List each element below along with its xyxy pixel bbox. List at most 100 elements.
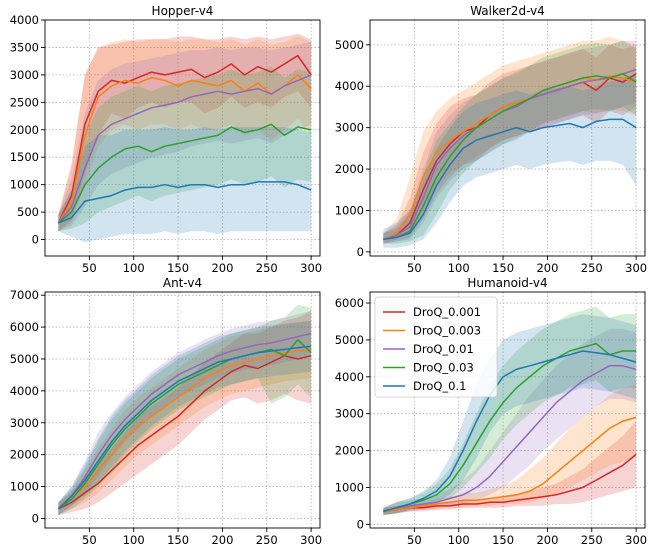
band-DroQ_0.1 <box>58 127 312 243</box>
y-tick-label: 1000 <box>10 178 39 192</box>
x-tick-label: 100 <box>448 261 470 275</box>
x-tick-label: 200 <box>536 261 558 275</box>
line-DroQ_0.1 <box>383 118 637 241</box>
x-tick-label: 200 <box>211 261 233 275</box>
line-DroQ_0.01 <box>57 74 312 224</box>
band-DroQ_0.001 <box>383 44 637 244</box>
line-DroQ_0.003 <box>57 348 312 510</box>
chart-title: Hopper-v4 <box>152 4 214 18</box>
x-tick-label: 100 <box>448 533 470 547</box>
band-DroQ_0.003 <box>383 36 637 244</box>
y-tick-label: 2000 <box>335 162 364 176</box>
chart-title: Ant-v4 <box>163 276 202 290</box>
x-tick-label: 50 <box>82 261 97 275</box>
y-tick-label: 4000 <box>10 384 39 398</box>
y-tick-label: 2000 <box>10 448 39 462</box>
x-tick-label: 50 <box>407 261 422 275</box>
band-DroQ_0.03 <box>383 306 637 516</box>
y-tick-label: 0 <box>32 233 39 247</box>
y-tick-label: 3500 <box>10 40 39 54</box>
x-tick-label: 100 <box>123 533 145 547</box>
x-tick-label: 50 <box>407 533 422 547</box>
x-tick-label: 250 <box>581 261 603 275</box>
legend-label: DroQ_0.1 <box>413 379 466 393</box>
x-tick-label: 150 <box>167 533 189 547</box>
band-DroQ_0.1 <box>58 320 312 516</box>
y-tick-label: 0 <box>357 245 364 259</box>
legend-box <box>374 296 498 398</box>
line-DroQ_0.001 <box>57 355 312 510</box>
line-DroQ_0.01 <box>57 332 312 510</box>
y-tick-label: 1000 <box>335 203 364 217</box>
line-DroQ_0.1 <box>383 350 637 513</box>
y-tick-label: 6000 <box>10 320 39 334</box>
y-tick-label: 2000 <box>10 123 39 137</box>
line-DroQ_0.001 <box>383 453 637 513</box>
y-tick-label: 1500 <box>10 150 39 164</box>
legend-label: DroQ_0.03 <box>413 361 474 375</box>
y-tick-label: 4000 <box>335 79 364 93</box>
y-tick-label: 5000 <box>335 333 364 347</box>
band-DroQ_0.1 <box>383 73 637 248</box>
y-tick-label: 2000 <box>335 444 364 458</box>
x-tick-label: 200 <box>211 533 233 547</box>
y-tick-label: 500 <box>17 205 39 219</box>
line-DroQ_0.03 <box>383 342 637 513</box>
band-DroQ_0.003 <box>58 36 312 232</box>
y-tick-label: 4000 <box>10 13 39 27</box>
band-DroQ_0.03 <box>58 66 312 232</box>
y-tick-label: 4000 <box>335 370 364 384</box>
x-tick-label: 250 <box>256 533 278 547</box>
x-tick-label: 200 <box>536 533 558 547</box>
x-tick-label: 250 <box>256 261 278 275</box>
legend-label: DroQ_0.003 <box>413 324 481 338</box>
x-tick-label: 300 <box>625 261 647 275</box>
x-tick-label: 150 <box>492 533 514 547</box>
line-DroQ_0.03 <box>57 123 312 224</box>
chart-title: Walker2d-v4 <box>470 4 545 18</box>
band-DroQ_0.003 <box>58 320 312 516</box>
line-DroQ_0.003 <box>383 416 637 513</box>
x-tick-label: 300 <box>300 533 322 547</box>
y-tick-label: 1000 <box>10 480 39 494</box>
y-tick-label: 7000 <box>10 288 39 302</box>
plot-frame <box>44 291 321 529</box>
band-DroQ_0.03 <box>383 40 637 244</box>
y-tick-label: 5000 <box>10 352 39 366</box>
legend-label: DroQ_0.001 <box>413 305 481 319</box>
y-tick-label: 1000 <box>335 480 364 494</box>
y-tick-label: 0 <box>32 511 39 525</box>
x-tick-label: 250 <box>581 533 603 547</box>
line-DroQ_0.001 <box>57 54 312 224</box>
chart-title: Humanoid-v4 <box>467 276 547 290</box>
plot-frame <box>369 19 646 257</box>
line-DroQ_0.01 <box>383 365 637 513</box>
legend: DroQ_0.001 DroQ_0.003 DroQ_0.01 DroQ_0.03 Dr… <box>374 296 498 398</box>
line-DroQ_0.003 <box>57 74 312 224</box>
y-tick-label: 3000 <box>10 416 39 430</box>
y-tick-label: 3000 <box>335 121 364 135</box>
y-tick-label: 3000 <box>10 68 39 82</box>
line-DroQ_0.1 <box>57 345 312 510</box>
band-DroQ_0.03 <box>58 304 312 516</box>
y-tick-label: 2500 <box>10 95 39 109</box>
line-DroQ_0.03 <box>383 73 637 241</box>
y-tick-label: 5000 <box>335 38 364 52</box>
plot-frame <box>369 291 646 529</box>
y-tick-label: 6000 <box>335 296 364 310</box>
line-DroQ_0.01 <box>383 68 637 241</box>
band-DroQ_0.01 <box>383 328 637 516</box>
line-DroQ_0.1 <box>58 181 312 224</box>
x-tick-label: 300 <box>625 533 647 547</box>
band-DroQ_0.1 <box>383 314 637 516</box>
plot-frame <box>44 19 321 257</box>
x-tick-label: 50 <box>82 533 97 547</box>
x-tick-label: 150 <box>492 261 514 275</box>
legend-label: DroQ_0.01 <box>413 342 474 356</box>
band-DroQ_0.001 <box>383 421 637 516</box>
